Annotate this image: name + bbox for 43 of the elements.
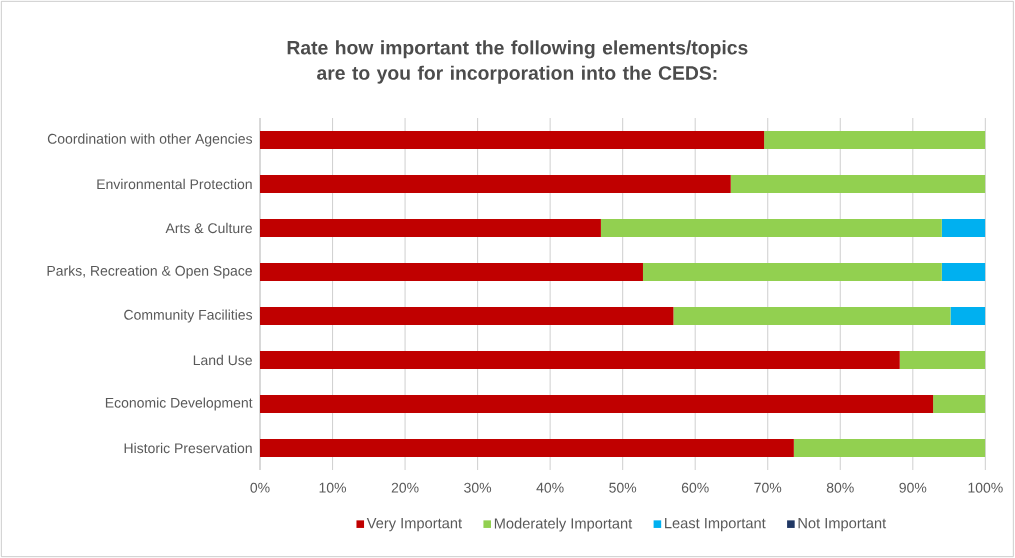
bar [730, 175, 986, 194]
legend-label: Moderately Important [494, 517, 633, 532]
bar [642, 263, 942, 282]
bar [260, 307, 674, 326]
x-tick-label: 90% [899, 482, 927, 493]
legend-label: Least Important [665, 518, 766, 532]
bar [764, 131, 986, 150]
x-tick-label: 40% [536, 482, 564, 493]
y-tick-label: Arts & Culture [165, 222, 252, 234]
y-tick-label: Land Use [193, 354, 252, 366]
x-tick-label: 60% [681, 482, 709, 493]
x-tick-label: 100% [968, 482, 1003, 493]
bar [941, 219, 986, 238]
bar [260, 131, 765, 150]
x-tick-label: 20% [391, 482, 419, 493]
x-tick-label: 0% [250, 482, 270, 493]
bar [600, 219, 942, 238]
bar [950, 307, 986, 326]
y-tick-label: Community Facilities [124, 309, 253, 323]
chart-title: Rate how important the following elements/topics are to you for incorporation into the CEDS: [287, 40, 748, 84]
bar [260, 175, 731, 194]
bar [793, 439, 986, 457]
x-tick-label: 70% [754, 482, 782, 493]
x-tick-label: 30% [464, 482, 492, 493]
bar [899, 351, 986, 370]
bar [260, 395, 934, 413]
bar [933, 395, 986, 413]
bar [941, 263, 986, 282]
bar [260, 263, 643, 282]
legend-label: Not Important [798, 518, 887, 532]
x-tick-label: 50% [609, 482, 637, 493]
bar [673, 307, 951, 326]
bar [260, 351, 900, 370]
legend-label: Very Important [366, 518, 462, 532]
bar [260, 439, 794, 457]
y-tick-label: Coordination with other Agencies [47, 133, 253, 147]
x-tick-label: 80% [826, 482, 854, 493]
x-tick-label: 10% [319, 482, 347, 493]
y-tick-label: Parks, Recreation & Open Space [47, 265, 252, 279]
y-tick-label: Historic Preservation [124, 442, 252, 454]
y-tick-label: Environmental Protection [97, 178, 252, 190]
y-tick-label: Economic Development [105, 397, 253, 411]
bar [260, 219, 601, 238]
